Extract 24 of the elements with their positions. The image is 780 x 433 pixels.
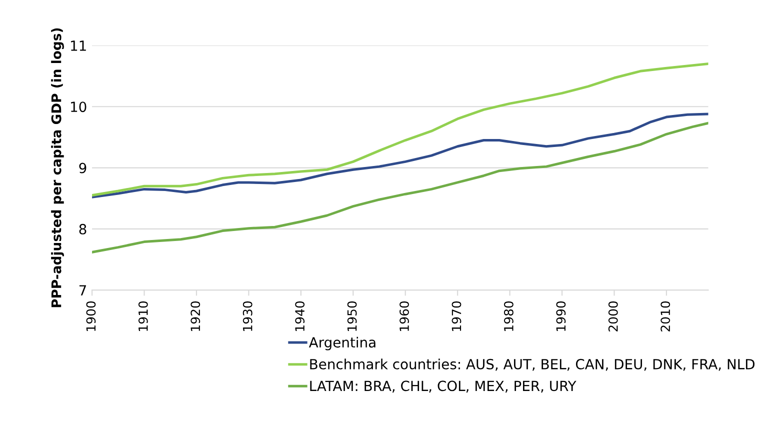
line-series [92, 62, 708, 197]
y-tick-label: 7 [79, 285, 86, 296]
x-tick-label: 1910 [138, 301, 148, 331]
x-tick-label: 1970 [452, 301, 462, 331]
y-axis-title: PPP-adjusted per capita GDP (in logs) [51, 28, 64, 308]
x-tick-label: 1920 [190, 301, 200, 331]
line-series [92, 122, 708, 254]
y-tick-label: 8 [79, 224, 86, 234]
legend-label: LATAM: BRA, CHL, COL, MEX, PER, URY [310, 380, 576, 393]
x-tick-label: 1900 [86, 301, 96, 331]
y-tick-label: 9 [79, 162, 86, 174]
x-tick-label: 1960 [400, 301, 409, 331]
x-tick-label: 2010 [660, 301, 670, 332]
x-tick-label: 1990 [556, 301, 566, 331]
x-tick-label: 1980 [504, 301, 514, 331]
x-tick-label: 1930 [242, 301, 252, 331]
y-tick-label: 10 [71, 102, 86, 112]
legend-label: Benchmark countries: AUS, AUT, BEL, CAN, DEU, DNK, FRA, NLD [310, 358, 754, 371]
y-tick-label: 11 [71, 40, 86, 51]
legend-label: Argentina [308, 336, 376, 350]
x-tick-label: 2000 [608, 301, 618, 332]
x-tick-label: 1940 [295, 301, 305, 331]
line-series [92, 112, 708, 198]
x-tick-label: 1950 [347, 301, 357, 331]
